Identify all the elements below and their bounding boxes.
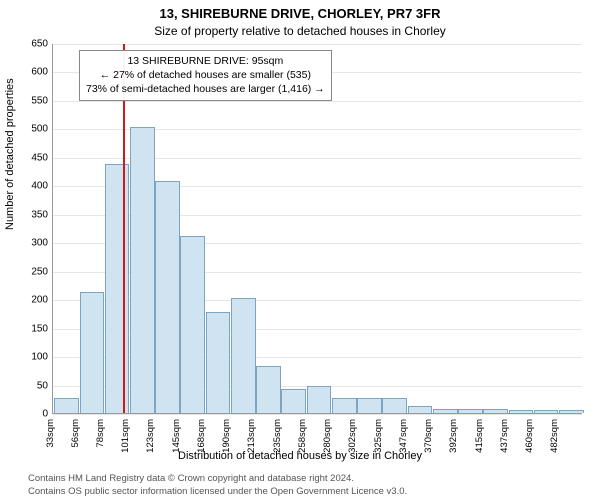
histogram-bar (357, 398, 382, 413)
x-tick-label: 145sqm (171, 419, 182, 453)
x-tick-label: 33sqm (45, 419, 56, 448)
histogram-bar (534, 410, 559, 413)
histogram-bar (332, 398, 357, 413)
gridline (53, 414, 582, 415)
histogram-bar (281, 389, 306, 413)
x-tick-label: 235sqm (272, 419, 283, 453)
y-tick-label: 200 (31, 295, 48, 306)
histogram-bar (256, 366, 281, 413)
histogram-bar (206, 312, 231, 413)
footer-copyright-2: Contains OS public sector information li… (28, 486, 407, 497)
plot-area: 0501001502002503003504004505005506006503… (52, 44, 582, 414)
x-tick-label: 168sqm (196, 419, 207, 453)
x-tick-label: 190sqm (221, 419, 232, 453)
histogram-bar (433, 409, 458, 413)
y-tick-label: 150 (31, 323, 48, 334)
histogram-bar (155, 181, 180, 413)
x-tick-label: 370sqm (423, 419, 434, 453)
x-tick-label: 460sqm (524, 419, 535, 453)
histogram-bar (180, 236, 205, 413)
gridline (53, 44, 582, 45)
y-tick-label: 50 (37, 380, 48, 391)
histogram-bar (509, 410, 534, 413)
x-tick-label: 280sqm (322, 419, 333, 453)
histogram-bar (231, 298, 256, 413)
histogram-bar (483, 409, 508, 413)
histogram-bar (105, 164, 130, 413)
x-tick-label: 437sqm (499, 419, 510, 453)
annotation-box: 13 SHIREBURNE DRIVE: 95sqm ← 27% of deta… (79, 50, 332, 101)
x-tick-label: 347sqm (398, 419, 409, 453)
histogram-bar (382, 398, 407, 413)
chart-subtitle: Size of property relative to detached ho… (0, 24, 600, 38)
x-tick-label: 415sqm (474, 419, 485, 453)
x-tick-label: 123sqm (145, 419, 156, 453)
x-tick-label: 482sqm (549, 419, 560, 453)
annotation-line1: 13 SHIREBURNE DRIVE: 95sqm (86, 54, 325, 68)
y-tick-label: 250 (31, 266, 48, 277)
x-tick-label: 302sqm (347, 419, 358, 453)
histogram-bar (408, 406, 433, 413)
histogram-bar (559, 410, 584, 413)
y-tick-label: 300 (31, 238, 48, 249)
x-axis-label: Distribution of detached houses by size … (0, 450, 600, 462)
y-tick-label: 550 (31, 95, 48, 106)
histogram-bar (80, 292, 105, 413)
annotation-line3: 73% of semi-detached houses are larger (… (86, 82, 325, 96)
y-tick-label: 650 (31, 39, 48, 50)
y-tick-label: 400 (31, 181, 48, 192)
chart-container: { "title_line1": "13, SHIREBURNE DRIVE, … (0, 0, 600, 500)
y-tick-label: 600 (31, 67, 48, 78)
histogram-bar (458, 409, 483, 413)
histogram-bar (307, 386, 332, 413)
x-tick-label: 78sqm (95, 419, 106, 448)
histogram-bar (130, 127, 155, 413)
footer-copyright-1: Contains HM Land Registry data © Crown c… (28, 473, 354, 484)
chart-title-address: 13, SHIREBURNE DRIVE, CHORLEY, PR7 3FR (0, 6, 600, 21)
x-tick-label: 258sqm (297, 419, 308, 453)
x-tick-label: 392sqm (448, 419, 459, 453)
y-axis-label: Number of detached properties (4, 78, 16, 230)
y-tick-label: 350 (31, 209, 48, 220)
x-tick-label: 325sqm (373, 419, 384, 453)
y-tick-label: 100 (31, 352, 48, 363)
histogram-bar (54, 398, 79, 413)
x-tick-label: 101sqm (120, 419, 131, 453)
y-tick-label: 450 (31, 152, 48, 163)
gridline (53, 101, 582, 102)
y-tick-label: 500 (31, 124, 48, 135)
x-tick-label: 56sqm (70, 419, 81, 448)
x-tick-label: 213sqm (246, 419, 257, 453)
annotation-line2: ← 27% of detached houses are smaller (53… (86, 68, 325, 82)
